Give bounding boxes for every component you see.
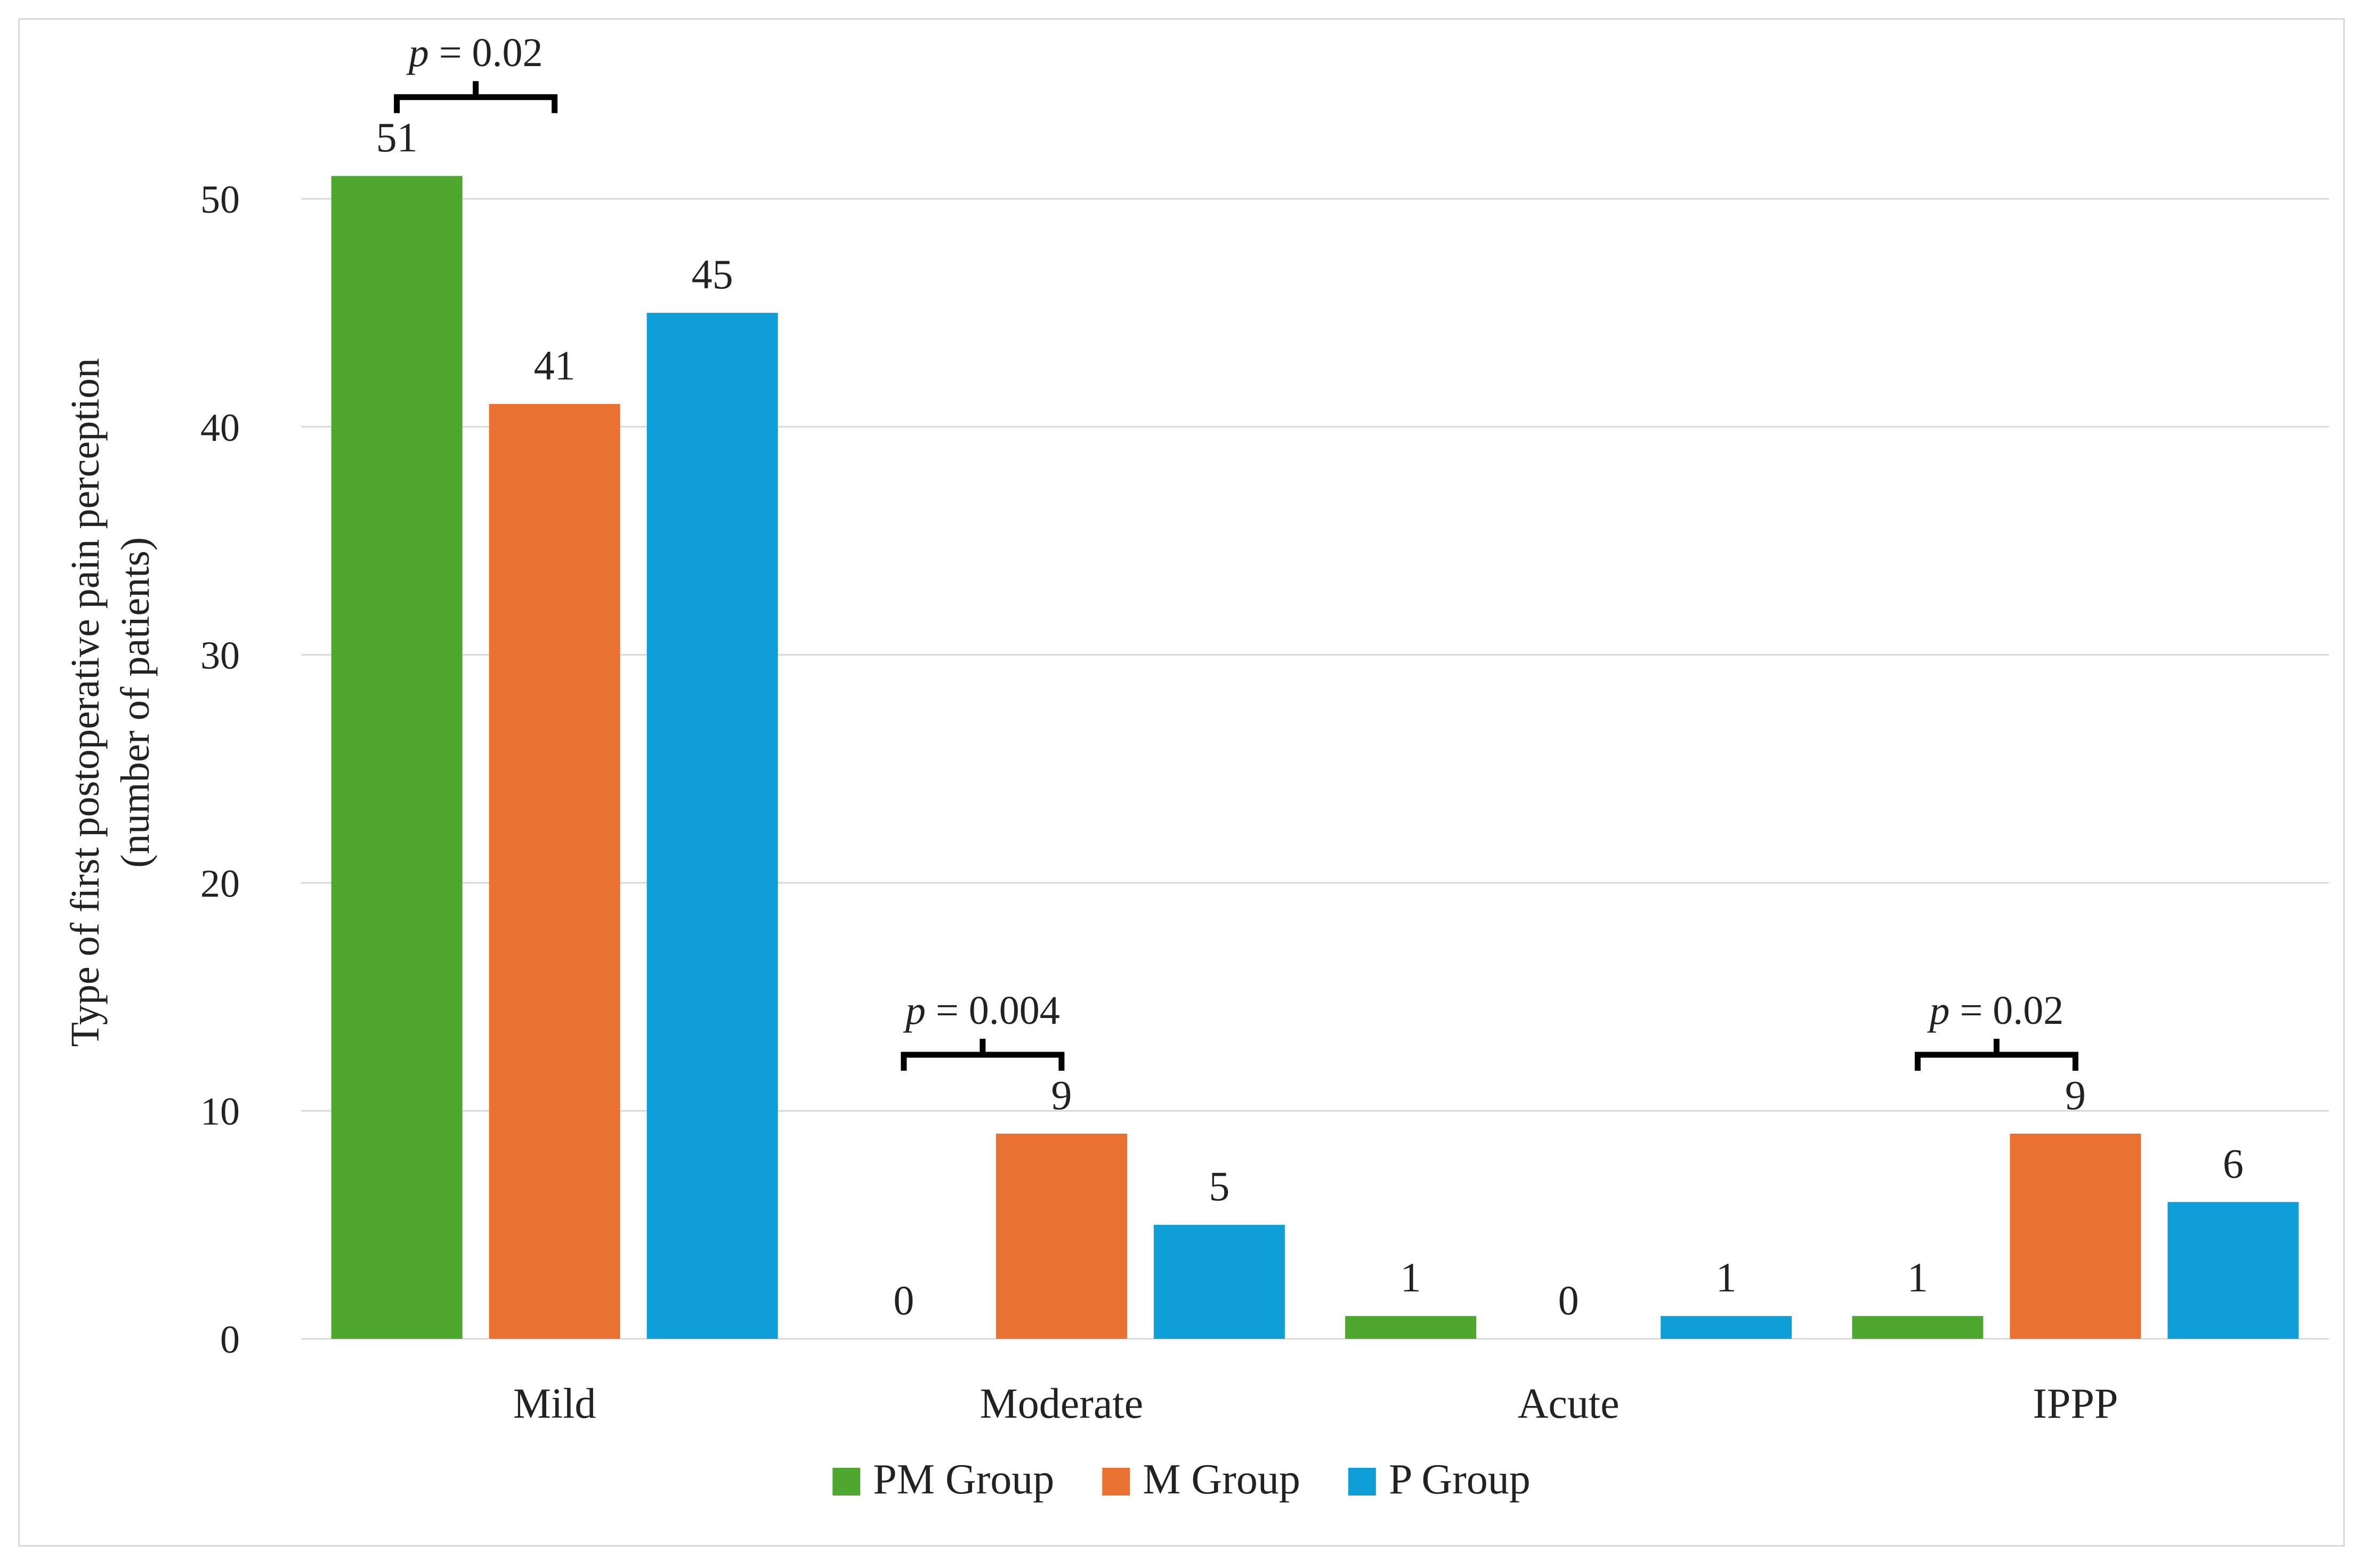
significance-bracket — [394, 81, 558, 114]
data-label: 9 — [2065, 1072, 2086, 1118]
bar-mild-m-group — [489, 404, 620, 1339]
bar-moderate-m-group — [996, 1133, 1127, 1339]
y-tick-label: 40 — [200, 406, 240, 450]
data-label: 51 — [376, 114, 418, 160]
y-axis-label: Type of first postoperative pain percept… — [63, 358, 158, 1047]
data-label: 1 — [1907, 1254, 1928, 1300]
significance-bracket — [1914, 1038, 2078, 1071]
legend-label: M Group — [1143, 1456, 1300, 1503]
data-label: 1 — [1401, 1254, 1421, 1300]
p-symbol: p — [406, 30, 429, 75]
p-symbol: p — [903, 988, 926, 1033]
p-value: = 0.02 — [429, 30, 543, 75]
x-tick-label: IPPP — [2033, 1380, 2118, 1427]
p-value-annotation: p = 0.02 — [1927, 988, 2063, 1033]
p-value-annotation: p = 0.004 — [903, 988, 1060, 1033]
bar-ippp-pm-group — [1852, 1316, 1984, 1339]
legend-swatch — [832, 1468, 861, 1496]
y-tick-label: 0 — [220, 1318, 240, 1362]
legend-label: P Group — [1389, 1456, 1531, 1503]
legend-swatch — [1102, 1468, 1130, 1496]
p-value: = 0.02 — [1949, 988, 2063, 1033]
y-tick-label: 10 — [200, 1090, 240, 1134]
bar-acute-pm-group — [1345, 1316, 1477, 1339]
data-label: 6 — [2223, 1140, 2244, 1186]
data-label: 0 — [893, 1277, 914, 1323]
y-axis-label-line: (number of patients) — [113, 537, 158, 868]
chart-frame — [18, 18, 2345, 1547]
y-tick-label: 20 — [200, 862, 240, 906]
p-value-annotation: p = 0.02 — [406, 30, 543, 75]
legend-swatch — [1348, 1468, 1376, 1496]
p-value: = 0.004 — [926, 988, 1060, 1033]
significance-bracket — [901, 1038, 1065, 1071]
p-symbol: p — [1927, 988, 1949, 1033]
x-tick-label: Acute — [1518, 1380, 1620, 1427]
data-label: 45 — [692, 251, 733, 297]
bar-acute-p-group — [1661, 1316, 1792, 1339]
data-label: 1 — [1716, 1254, 1737, 1300]
data-label: 0 — [1558, 1277, 1579, 1323]
data-label: 9 — [1051, 1072, 1072, 1118]
legend-label: PM Group — [873, 1456, 1054, 1503]
bar-ippp-p-group — [2167, 1202, 2299, 1339]
bar-mild-p-group — [646, 312, 778, 1339]
bar-moderate-p-group — [1153, 1225, 1285, 1339]
data-label: 41 — [534, 342, 576, 389]
x-tick-label: Moderate — [980, 1380, 1144, 1427]
data-label: 5 — [1209, 1163, 1229, 1209]
bar-ippp-m-group — [2010, 1133, 2141, 1339]
bar-mild-pm-group — [331, 176, 463, 1339]
y-tick-label: 50 — [200, 178, 240, 222]
y-axis-label-line: Type of first postoperative pain percept… — [63, 358, 108, 1047]
x-tick-label: Mild — [513, 1380, 596, 1427]
y-tick-label: 30 — [200, 634, 240, 678]
